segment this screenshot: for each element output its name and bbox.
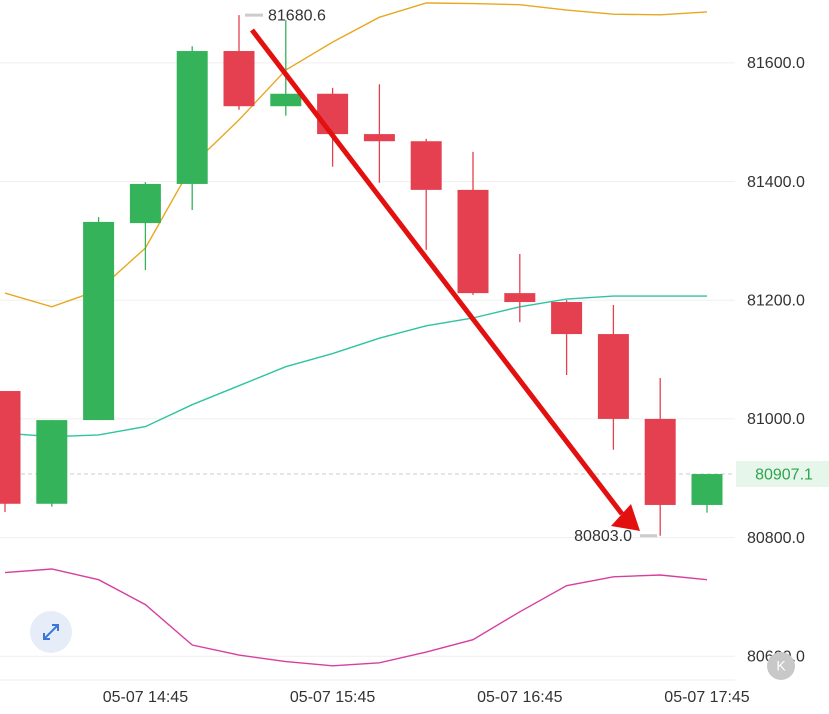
indicator-line (4, 2, 708, 308)
candle-body (551, 302, 583, 335)
y-tick-label: 81000.0 (747, 411, 805, 428)
k-button[interactable]: K (767, 652, 795, 680)
candle-body (223, 51, 255, 107)
y-tick-label: 81600.0 (747, 55, 805, 72)
indicator-line (4, 568, 708, 667)
k-bg (767, 652, 795, 680)
candle-body (129, 183, 161, 224)
low-label: 80803.0 (574, 528, 632, 545)
last-price-label: 80907.1 (755, 466, 813, 483)
k-label: K (776, 658, 786, 674)
indicator-line (4, 295, 707, 438)
candle-body (317, 93, 349, 135)
candle-body (36, 420, 68, 504)
candle-body (691, 474, 723, 505)
candle-body (457, 189, 489, 294)
expand-button[interactable] (30, 611, 72, 653)
candle-body (176, 51, 208, 184)
high-label: 81680.6 (268, 7, 326, 24)
candle-body (410, 141, 442, 190)
y-tick-label: 80800.0 (747, 530, 805, 547)
arrow-head (611, 504, 640, 531)
candle-body (83, 221, 115, 421)
y-tick-label: 81200.0 (747, 292, 805, 309)
arrow-shaft (250, 28, 624, 516)
x-tick-label: 05-07 16:45 (477, 689, 563, 706)
trend-arrow (250, 28, 640, 531)
candle-body (363, 134, 395, 142)
candle-body (270, 93, 302, 107)
candle-body (504, 293, 536, 303)
x-tick-label: 05-07 17:45 (664, 689, 750, 706)
y-tick-label: 81400.0 (747, 174, 805, 191)
x-tick-label: 05-07 15:45 (290, 689, 376, 706)
last-price-bg (736, 461, 829, 488)
x-tick-label: 05-07 14:45 (103, 689, 189, 706)
candle-body (597, 334, 629, 419)
candle-body (644, 418, 676, 505)
candle-body (0, 391, 21, 504)
expand-icon (43, 624, 59, 640)
